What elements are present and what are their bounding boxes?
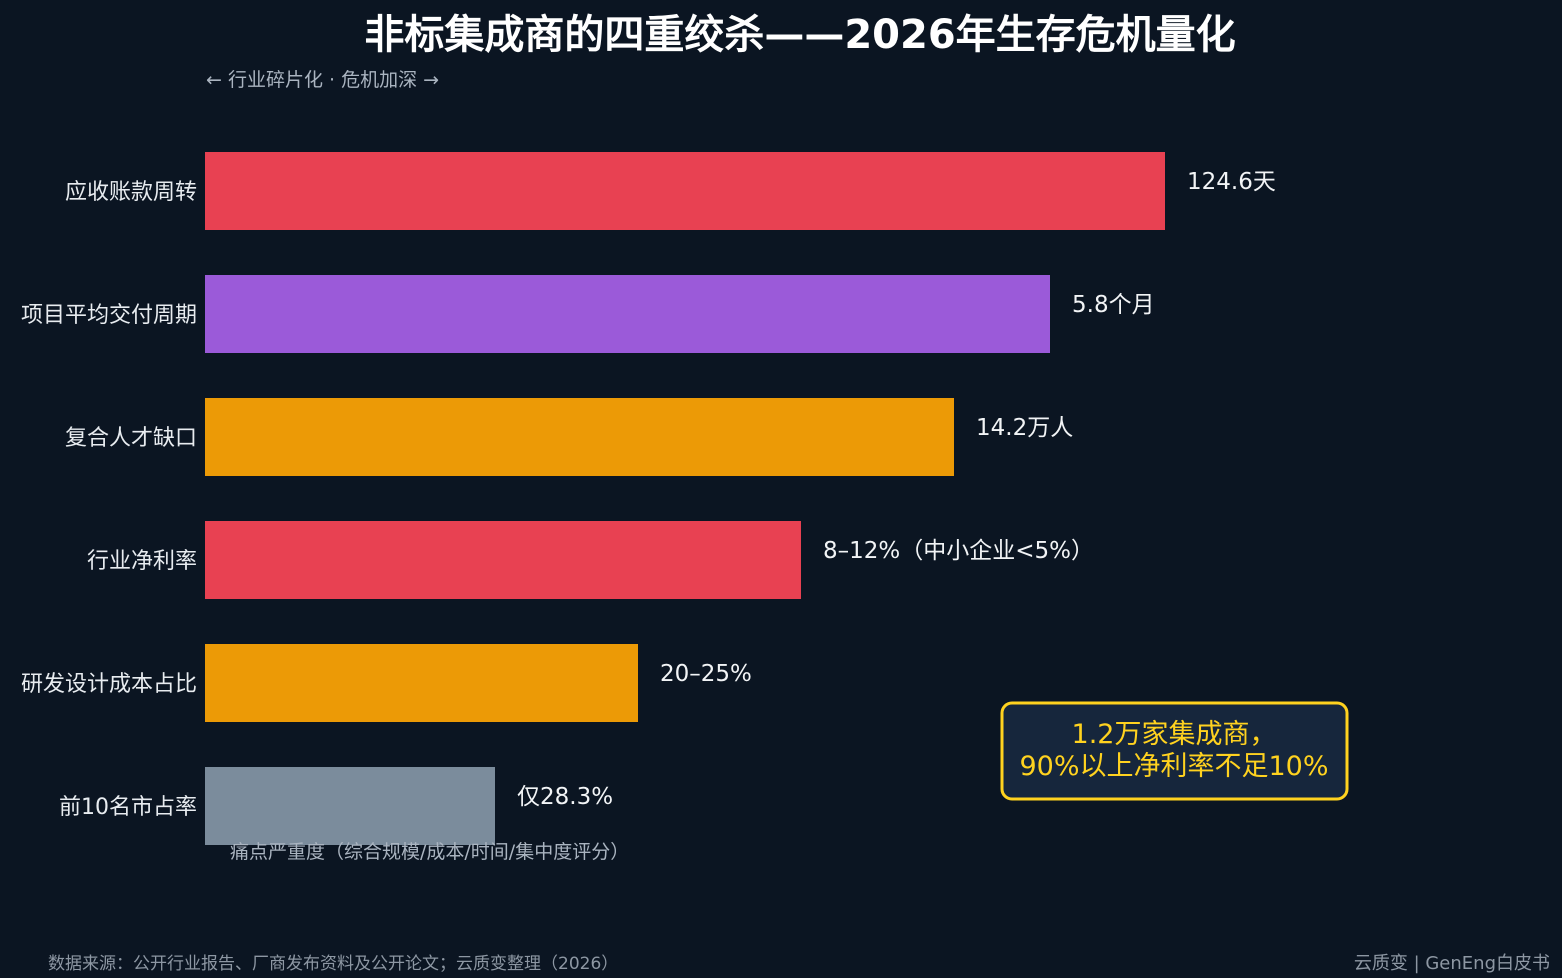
bar [205, 767, 495, 845]
value-label: 20–25% [660, 661, 752, 687]
chart-subtitle: ← 行业碎片化 · 危机加深 → [206, 69, 439, 91]
brand-label: 云质变 | GenEng白皮书 [1354, 953, 1550, 974]
callout-line-2: 90%以上净利率不足10% [1019, 751, 1328, 782]
value-label: 仅28.3% [517, 784, 613, 810]
value-label: 8–12%（中小企业<5%） [823, 538, 1094, 564]
value-label: 14.2万人 [976, 415, 1073, 441]
bar [205, 398, 954, 476]
category-label: 行业净利率 [87, 549, 197, 574]
callout-border [1000, 701, 1349, 801]
chart-title: 非标集成商的四重绞杀——2026年生存危机量化 [364, 12, 1235, 58]
bar [205, 644, 638, 722]
category-label: 前10名市占率 [59, 795, 197, 820]
value-label: 124.6天 [1187, 169, 1276, 195]
callout-line-1: 1.2万家集成商， [1072, 719, 1277, 750]
x-axis-label: 痛点严重度（综合规模/成本/时间/集中度评分） [230, 841, 629, 863]
value-label: 5.8个月 [1072, 292, 1155, 318]
category-label: 研发设计成本占比 [21, 672, 197, 697]
category-label: 应收账款周转 [65, 180, 197, 205]
bar [205, 152, 1165, 230]
bar [205, 521, 801, 599]
source-note: 数据来源：公开行业报告、厂商发布资料及公开论文；云质变整理（2026） [48, 954, 618, 974]
category-label: 项目平均交付周期 [21, 303, 197, 328]
bar [205, 275, 1050, 353]
category-label: 复合人才缺口 [65, 426, 197, 451]
callout-box: 1.2万家集成商， 90%以上净利率不足10% [1000, 701, 1349, 801]
